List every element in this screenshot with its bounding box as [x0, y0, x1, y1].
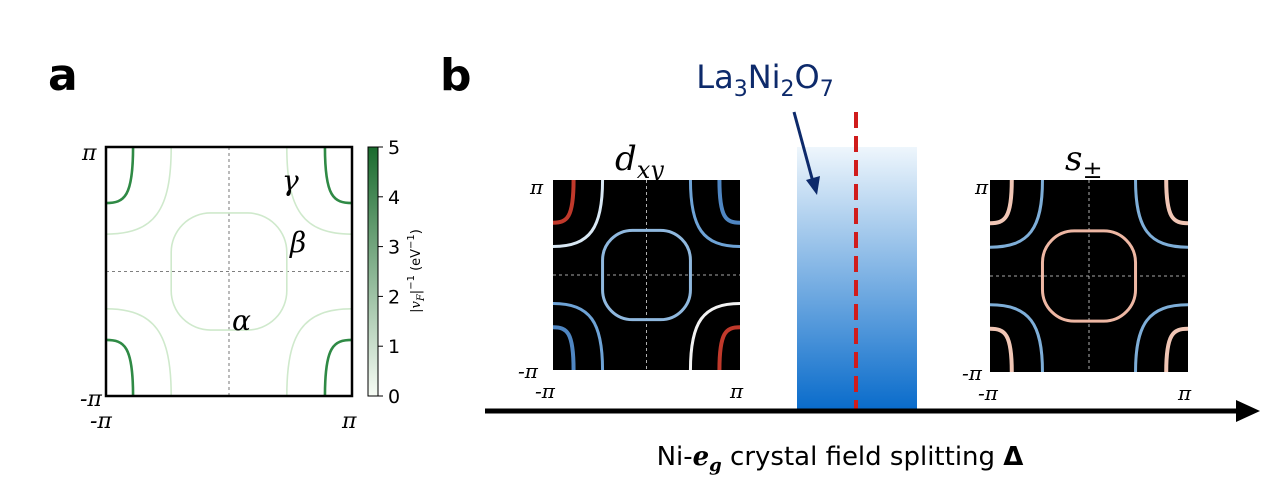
tick-label: -π [962, 361, 983, 385]
fs-gamma [552, 179, 576, 225]
tick-label: π [529, 175, 544, 199]
colorbar-tick-label: 2 [388, 286, 400, 308]
fs-beta [105, 308, 172, 397]
text-part: Ni [748, 58, 781, 96]
tick-label: π [81, 141, 97, 166]
inset-title: dxy [615, 139, 664, 184]
material-label: La3Ni2O7 [696, 58, 833, 102]
text-part: |v [409, 301, 424, 313]
text-part: d [615, 139, 637, 179]
fs-alpha [170, 212, 288, 331]
text-part: ± [1082, 156, 1102, 184]
text-part: xy [637, 156, 665, 184]
colorbar-tick-label: 4 [388, 187, 400, 209]
text-part: 7 [820, 77, 834, 102]
plot-frame [104, 145, 354, 398]
text-part: −1 [406, 234, 417, 249]
colorbar-ticks: 5 4 3 2 1 0 [378, 137, 400, 408]
arrow-head [806, 176, 820, 195]
fs-beta [1134, 179, 1189, 249]
colorbar-label: |vF|−1 (eV−1) [406, 229, 427, 313]
axis-arrow-head [1236, 400, 1260, 422]
axis-label: Ni-eg crystal field splitting Δ [657, 442, 1024, 476]
fs-gamma [323, 338, 353, 397]
text-part: crystal field splitting [722, 442, 1004, 472]
tick-label: -π [518, 359, 539, 383]
tick-label: -π [978, 381, 999, 405]
colorbar-tick-label: 1 [388, 336, 400, 358]
fs-beta [552, 302, 605, 371]
inset-title: s± [1065, 139, 1103, 184]
fs-beta [552, 179, 605, 248]
text-part: 2 [781, 77, 795, 102]
text-part: Δ [1003, 442, 1023, 472]
fs-gamma [105, 338, 135, 397]
fs-gamma [989, 326, 1014, 373]
fs-beta [688, 302, 741, 371]
colorbar-tick-label: 0 [388, 386, 400, 408]
fs-gamma [1164, 326, 1189, 373]
fs-beta [105, 146, 172, 235]
fs-gamma [323, 146, 353, 205]
colorbar-tick-label: 5 [388, 137, 400, 159]
fs-beta [989, 303, 1044, 373]
text-part: | [409, 290, 424, 294]
tick-label: -π [80, 387, 102, 412]
fs-beta [286, 308, 353, 397]
fs-beta [286, 146, 353, 235]
text-part: −1 [406, 275, 417, 290]
tick-label: π [1177, 381, 1192, 405]
fs-gamma [552, 325, 576, 371]
fs-beta [688, 179, 741, 248]
colorbar [367, 146, 379, 397]
panel-label: b [440, 50, 472, 101]
fs-gamma [105, 146, 135, 205]
fs-beta [989, 179, 1044, 249]
panel-label: a [48, 50, 78, 101]
tick-label: π [341, 409, 357, 434]
text-part: Ni- [657, 442, 693, 472]
fs-gamma [989, 179, 1014, 226]
arrow [792, 111, 815, 183]
text-part: s [1065, 139, 1082, 179]
fs-beta [1134, 303, 1189, 373]
text-part: O [795, 58, 820, 96]
fs-alpha [601, 228, 692, 322]
fs-gamma [1164, 179, 1189, 226]
inset-spm [989, 179, 1189, 373]
tick-label: -π [90, 409, 112, 434]
text-part: e [693, 442, 710, 472]
tick-label: π [974, 175, 989, 199]
fermi-surface-a [105, 146, 353, 397]
inset-dxy [552, 179, 741, 371]
text-part: La [696, 58, 733, 96]
fs-alpha [1040, 229, 1138, 323]
tick-label: π [729, 379, 744, 403]
band-label: β [289, 226, 306, 259]
text-part: ) [409, 229, 424, 234]
fs-gamma [717, 325, 741, 371]
colorbar-tick-label: 3 [388, 237, 400, 259]
band-label: α [232, 304, 251, 337]
tick-label: -π [535, 379, 556, 403]
band-label: γ [282, 164, 299, 197]
text-part: g [709, 455, 722, 476]
text-part: (eV [409, 249, 424, 275]
text-part: 3 [734, 77, 748, 102]
text-part: F [416, 293, 427, 302]
fs-gamma [717, 179, 741, 225]
